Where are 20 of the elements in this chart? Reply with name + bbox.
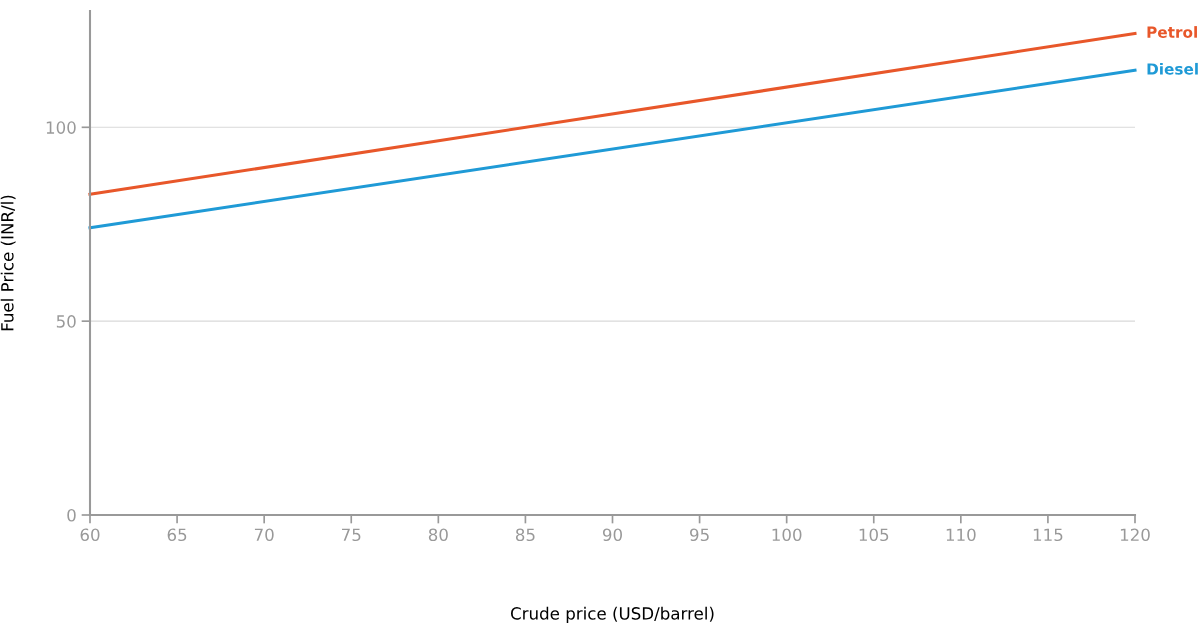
x-tick-label: 110 — [946, 528, 976, 542]
x-tick-label: 105 — [859, 528, 889, 542]
x-tick-label: 75 — [342, 528, 361, 542]
x-tick-label: 60 — [80, 528, 100, 542]
x-tick-label: 115 — [1033, 528, 1063, 542]
y-axis-title: Fuel Price (INR/l) — [0, 195, 16, 331]
x-tick-label: 80 — [428, 528, 448, 542]
y-tick-label: 50 — [56, 315, 76, 328]
series-label: Petrol — [1147, 26, 1197, 38]
x-tick-label: 120 — [1120, 528, 1150, 542]
x-tick-label: 90 — [602, 528, 622, 542]
x-tick-label: 95 — [690, 528, 709, 542]
x-tick-label: 85 — [515, 528, 535, 542]
y-tick-label: 0 — [67, 508, 76, 522]
x-tick-label: 100 — [772, 528, 802, 542]
x-axis-title: Crude price (USD/barrel) — [510, 606, 714, 623]
y-tick-label: 100 — [46, 121, 76, 134]
x-tick-label: 65 — [167, 528, 187, 542]
x-tick-label: 70 — [254, 528, 274, 542]
series-label: Diesel — [1147, 62, 1198, 75]
